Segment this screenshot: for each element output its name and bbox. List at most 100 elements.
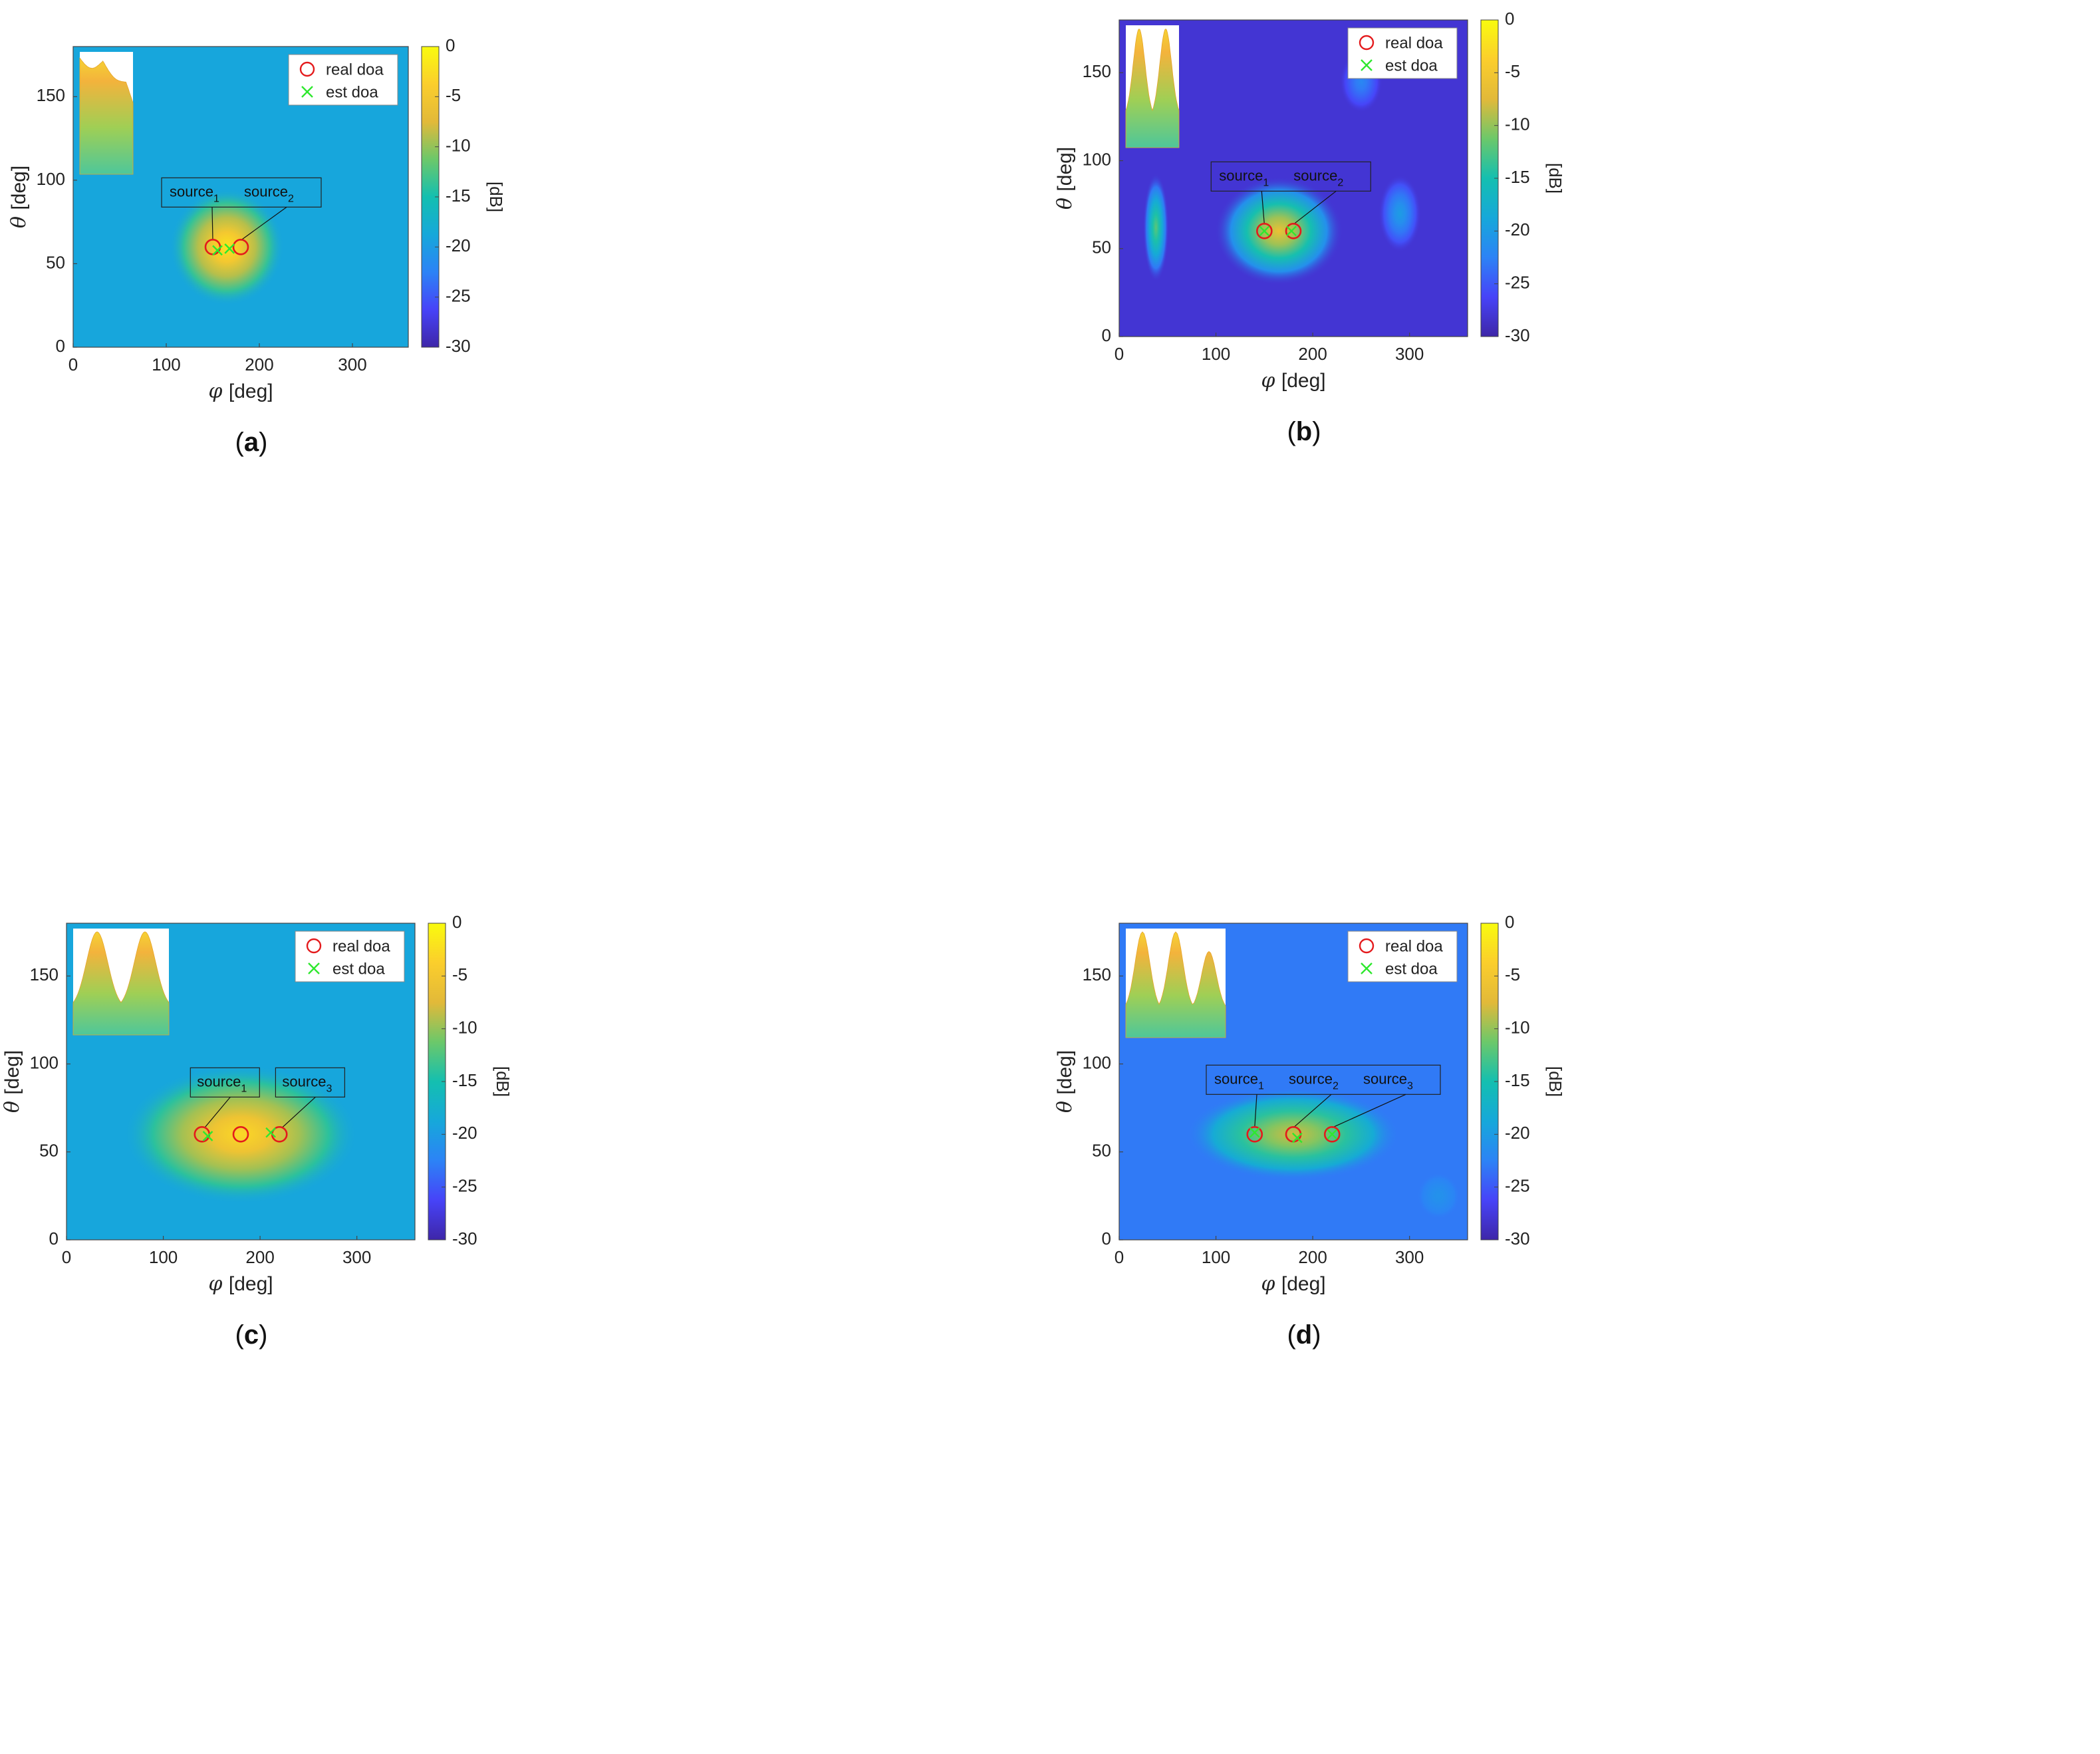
est-doa-marker xyxy=(224,243,235,254)
x-tick-label: 100 xyxy=(149,1247,178,1267)
axes-frame xyxy=(1118,923,1468,1241)
est-doa-marker xyxy=(1249,1127,1260,1138)
panel-caption: (b) xyxy=(1287,417,1321,446)
y-tick-label: 50 xyxy=(1092,1141,1111,1161)
y-tick-label: 150 xyxy=(37,85,65,105)
annotation-box xyxy=(161,177,322,208)
panel-caption: (a) xyxy=(235,428,268,457)
x-tick-label: 200 xyxy=(245,355,273,374)
legend-real-doa-marker xyxy=(299,61,315,77)
annotation-arrow xyxy=(211,207,213,241)
x-axis-label: φ [deg] xyxy=(1261,369,1325,392)
annotation-box xyxy=(1206,1064,1441,1095)
y-tick-label: 50 xyxy=(1092,237,1111,257)
legend-label: est doa xyxy=(1385,57,1438,74)
legend-label: real doa xyxy=(332,937,390,955)
y-tick-label: 150 xyxy=(1083,964,1111,984)
chart-d: 0 100 200 300 0 50 100 150 φ [deg] θ [deg] 0 -5 -10 -… xyxy=(1053,912,1565,1350)
colorbar-tick-label: -15 xyxy=(1505,167,1530,187)
legend-label: est doa xyxy=(332,960,385,978)
heatmap-hotspot xyxy=(1215,176,1343,285)
colorbar-tick-label: -30 xyxy=(1505,1229,1530,1248)
x-tick-label: 200 xyxy=(1298,1247,1327,1267)
y-tick-label: 100 xyxy=(1083,149,1111,169)
colorbar-tick-label: 0 xyxy=(1505,912,1514,932)
heatmap-hotspot xyxy=(1417,1172,1460,1219)
x-tick-label: 100 xyxy=(1202,344,1230,364)
x-axis-label: φ [deg] xyxy=(208,380,273,403)
y-tick-label: 50 xyxy=(39,1141,59,1161)
panel-b: 0 100 200 300 0 50 100 150 φ [deg] θ [deg] 0 -5 -10 -… xyxy=(1053,9,1565,446)
y-tick-label: 100 xyxy=(37,169,65,189)
axes-frame xyxy=(1118,19,1468,337)
legend-est-doa-marker xyxy=(308,962,320,974)
x-tick-label: 100 xyxy=(152,355,180,374)
y-tick-label: 150 xyxy=(30,964,59,984)
chart-c: 0 100 200 300 0 50 100 150 φ [deg] θ [deg] 0 -5 -10 -… xyxy=(1,912,513,1350)
colorbar-tick-label: -25 xyxy=(446,286,471,306)
legend-est-doa-marker xyxy=(301,86,313,98)
est-doa-marker xyxy=(265,1127,276,1138)
axes-frame xyxy=(66,923,416,1241)
panel-caption: (d) xyxy=(1287,1320,1321,1350)
y-tick-label: 0 xyxy=(49,1229,59,1248)
real-doa-marker xyxy=(1256,223,1273,239)
colorbar-tick-label: -10 xyxy=(452,1018,477,1038)
colorbar-label: [dB] xyxy=(493,1066,513,1097)
colorbar-tick-label: -15 xyxy=(446,186,471,206)
colorbar-tick-label: -10 xyxy=(446,136,471,156)
real-doa-marker xyxy=(232,239,249,255)
legend-label: real doa xyxy=(1385,34,1443,52)
colorbar-tick-label: -5 xyxy=(452,964,467,984)
colorbar-tick-label: -5 xyxy=(1505,61,1520,81)
y-axis-label: θ [deg] xyxy=(1053,147,1077,210)
real-doa-marker xyxy=(1285,223,1302,239)
panel-c: 0 100 200 300 0 50 100 150 φ [deg] θ [deg] 0 -5 -10 -… xyxy=(1,912,513,1350)
colorbar-tick-label: -15 xyxy=(1505,1070,1530,1090)
heatmap-hotspot xyxy=(1378,174,1422,253)
y-tick-label: 50 xyxy=(46,252,65,272)
legend-real-doa-marker xyxy=(306,938,322,954)
inset-spectrum xyxy=(79,57,134,175)
heatmap-hotspot xyxy=(1143,173,1169,282)
annotation-arrow xyxy=(204,1096,231,1128)
x-tick-label: 100 xyxy=(1202,1247,1230,1267)
colorbar-tick-label: 0 xyxy=(1505,9,1514,29)
colorbar-tick-label: -5 xyxy=(1505,964,1520,984)
colorbar-tick-label: -25 xyxy=(452,1176,477,1196)
x-tick-label: 300 xyxy=(1395,344,1424,364)
y-tick-label: 0 xyxy=(1102,1229,1111,1248)
colorbar-tick-label: -10 xyxy=(1505,1018,1530,1038)
x-tick-label: 200 xyxy=(245,1247,274,1267)
y-tick-label: 0 xyxy=(1102,325,1111,345)
inset-spectrum xyxy=(1125,931,1226,1038)
annotation-arrow xyxy=(281,1096,316,1128)
x-tick-label: 0 xyxy=(68,355,78,374)
colorbar-tick-label: -30 xyxy=(1505,325,1530,345)
annotation-arrow xyxy=(1293,1094,1332,1128)
heatmap-hotspots xyxy=(123,1064,358,1205)
annotation-arrow xyxy=(1293,190,1337,225)
real-doa-marker xyxy=(1246,1126,1263,1143)
y-axis-label: θ [deg] xyxy=(7,166,31,228)
legend-est-doa-marker xyxy=(1361,962,1373,974)
annotation-box xyxy=(275,1067,345,1097)
x-tick-label: 300 xyxy=(338,355,366,374)
est-doa-marker xyxy=(1286,225,1297,237)
colorbar-tick-label: -10 xyxy=(1505,114,1530,134)
annotation-arrow xyxy=(1331,1094,1406,1128)
est-doa-marker xyxy=(202,1131,213,1141)
y-axis-label: θ [deg] xyxy=(1053,1050,1077,1113)
y-tick-label: 100 xyxy=(30,1052,59,1072)
colorbar-tick-label: -5 xyxy=(446,85,461,105)
x-tick-label: 300 xyxy=(342,1247,371,1267)
colorbar-tick-label: -20 xyxy=(452,1123,477,1143)
y-axis-label: θ [deg] xyxy=(1,1050,24,1113)
y-tick-label: 100 xyxy=(1083,1052,1111,1072)
est-doa-marker xyxy=(1291,1132,1303,1143)
colorbar-tick-label: -15 xyxy=(452,1070,477,1090)
y-tick-label: 0 xyxy=(56,336,65,356)
colorbar-tick-label: -30 xyxy=(452,1229,477,1248)
est-doa-marker xyxy=(1259,225,1270,237)
